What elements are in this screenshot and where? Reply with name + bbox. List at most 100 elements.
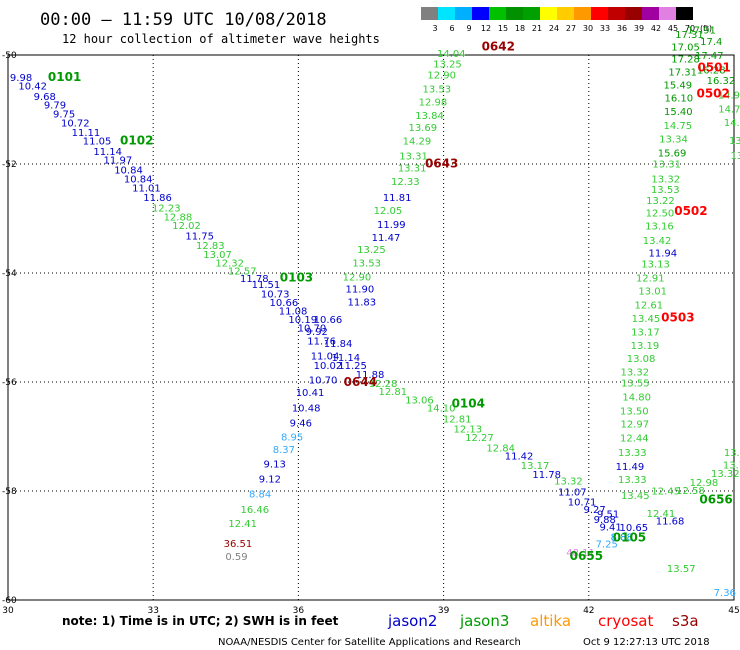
wave-height-point: 12.27 [465, 433, 494, 444]
pass-label: 0656 [699, 493, 732, 507]
wave-height-point: 15.69 [658, 149, 687, 160]
wave-height-point: 13.53 [423, 84, 452, 95]
wave-height-point: 9.88 [594, 515, 616, 526]
pass-label: 0642 [482, 39, 515, 53]
wave-height-point: 14.75 [664, 121, 693, 132]
colorbar-swatch [421, 7, 438, 20]
wave-height-point: 13.32 [711, 469, 740, 480]
wave-height-point: 11.90 [346, 284, 375, 295]
chart-title: 00:00 – 11:59 UTC 10/08/2018 [40, 10, 327, 30]
wave-height-point: 12.50 [646, 209, 675, 220]
wave-height-point: 11.83 [347, 297, 376, 308]
wave-height-point: 14.29 [403, 137, 432, 148]
wave-height-point: 9.92 [306, 327, 328, 338]
wave-height-point: 10.41 [296, 388, 325, 399]
wave-height-point: 10.66 [270, 298, 299, 309]
wave-height-point: 12.44 [620, 434, 649, 445]
wave-height-point: 13.31 [652, 160, 681, 171]
colorbar-swatch [574, 7, 591, 20]
wave-height-point: 11.14 [93, 147, 122, 158]
wave-height-point: 10.42 [18, 82, 47, 93]
satellite-legend-jason2: jason2 [387, 612, 437, 630]
footer-note: note: 1) Time is in UTC; 2) SWH is in fe… [62, 614, 339, 628]
wave-height-point: 36.51 [224, 539, 253, 550]
wave-height-point: 13.07 [203, 250, 232, 261]
wave-height-point: 13.34 [659, 134, 688, 145]
y-tick-label: -52 [2, 160, 17, 170]
wave-height-point: 12.81 [443, 415, 472, 426]
wave-height-point: 10.70 [309, 375, 338, 386]
colorbar-label: 42 [651, 24, 661, 33]
colorbar-swatch [455, 7, 472, 20]
wave-height-point: 11.97 [104, 156, 133, 167]
wave-height-point: 9.98 [10, 73, 32, 84]
wave-height-point: 11.84 [324, 339, 353, 350]
plot-border [7, 54, 735, 601]
wave-height-point: 11.01 [132, 184, 161, 195]
colorbar-swatch [506, 7, 523, 20]
pass-label: 0643 [425, 156, 458, 170]
x-tick-label: 30 [2, 606, 14, 616]
colorbar-swatch [591, 7, 608, 20]
wave-height-point: 17.28 [671, 54, 700, 65]
wave-height-point: 17.05 [671, 42, 700, 53]
wave-height-point: 13.25 [357, 245, 386, 256]
pass-label: 0103 [280, 270, 313, 284]
wave-height-point: 11.07 [558, 488, 587, 499]
pass-labels: 0101 0102 0103 0104 0105 0655 0656 0643 0644 0642… [48, 39, 733, 563]
wave-height-point: 14.9 [724, 118, 740, 129]
wave-height-point: 9.46 [290, 418, 312, 429]
pass-label: 0644 [344, 375, 377, 389]
wave-height-point: 12.90 [343, 272, 372, 283]
wave-height-point: 9.68 [34, 92, 56, 103]
colorbar-label: 6 [449, 24, 454, 33]
wave-height-point: 9.79 [44, 101, 66, 112]
wave-height-point: 16.10 [665, 94, 694, 105]
wave-height-point: 12.02 [172, 221, 201, 232]
y-tick-label: -54 [2, 269, 17, 279]
wave-height-point: 13.22 [646, 196, 675, 207]
wave-height-point: 8.37 [273, 445, 295, 456]
wave-height-point: 13.42 [643, 236, 672, 247]
wave-height-point: 17.4 [700, 37, 722, 48]
wave-height-point: 13.31 [398, 163, 427, 174]
wave-height-point: 13 [731, 151, 740, 162]
chart-subtitle: 12 hour collection of altimeter wave hei… [62, 32, 380, 46]
footer-credit: NOAA/NESDIS Center for Satellite Applica… [218, 637, 521, 648]
footer-timestamp: Oct 9 12:27:13 UTC 2018 [583, 637, 710, 648]
colorbar-swatch [642, 7, 659, 20]
wave-height-point: 11.78 [532, 470, 561, 481]
pass-label: 0502 [674, 204, 707, 218]
colorbar-label: 33 [600, 24, 610, 33]
axis-ticks: 30 33 36 39 42 45 -50 -52 -54 -56 -58 -60 [2, 51, 740, 616]
wave-height-point: 8.84 [249, 489, 271, 500]
colorbar-swatch [676, 7, 693, 20]
x-tick-label: 36 [293, 606, 305, 616]
wave-height-point: 11.05 [83, 137, 112, 148]
wave-height-point: 13.32 [651, 174, 680, 185]
wave-height-point: 11.68 [656, 517, 685, 528]
wave-height-point: 12.41 [647, 509, 676, 520]
wave-height-point: 10.72 [61, 119, 90, 130]
wave-height-point: 14.99 [718, 90, 740, 101]
wave-height-point: 11.88 [356, 370, 385, 381]
wave-height-point: 14.80 [622, 392, 651, 403]
satellite-legend-s3a: s3a [672, 612, 699, 630]
wave-height-point: 13.33 [618, 475, 647, 486]
wave-height-point: 13.32 [554, 477, 583, 488]
wave-height-point: 9.75 [53, 109, 75, 120]
y-tick-label: -56 [2, 378, 17, 388]
wave-height-point: 12.32 [215, 259, 244, 270]
wave-height-point: 13.53 [352, 259, 381, 270]
wave-height-point: 17.47 [695, 51, 724, 62]
wave-height-point: 11.75 [185, 231, 214, 242]
pass-label: 0101 [48, 70, 81, 84]
wave-height-point: 14.79 [718, 105, 740, 116]
pass-label: 0102 [120, 134, 153, 148]
wave-height-point: 13.53 [651, 185, 680, 196]
wave-height-point: 10.48 [292, 404, 321, 415]
wave-height-point: 17.31 [668, 67, 697, 78]
colorbar-swatch [438, 7, 455, 20]
colorbar-label: 15 [498, 24, 508, 33]
wave-height-point: 13.08 [627, 354, 656, 365]
